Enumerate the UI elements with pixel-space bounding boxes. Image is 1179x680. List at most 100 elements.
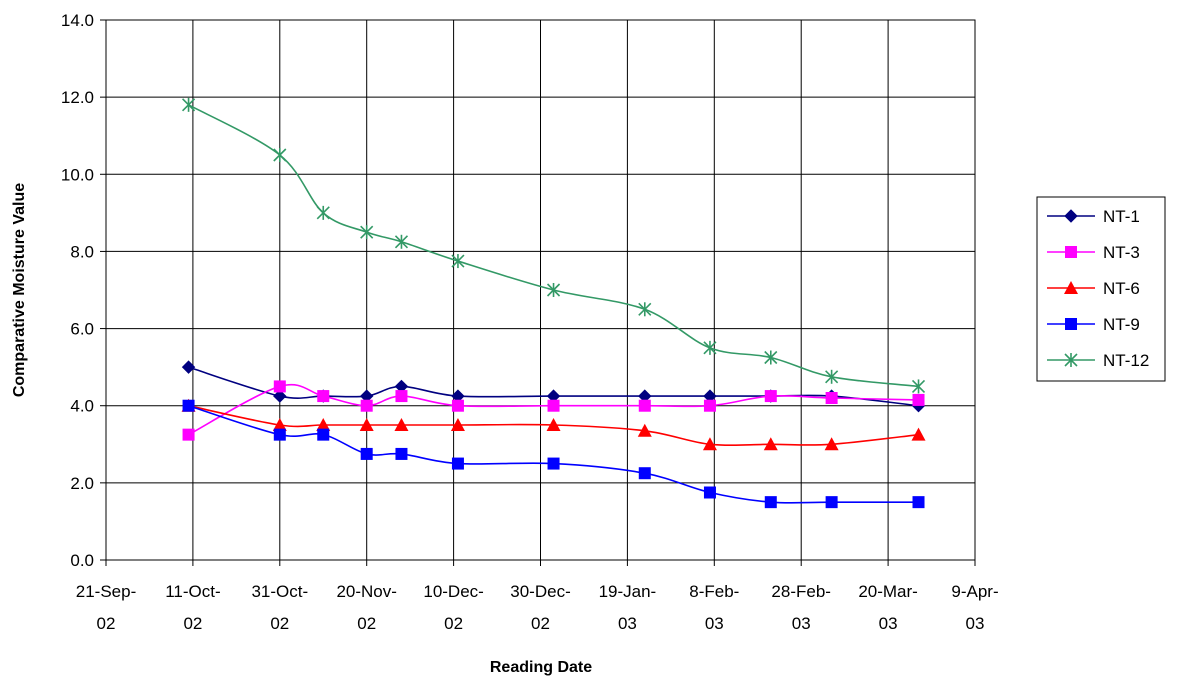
series-nt-9 [182, 399, 925, 509]
x-axis-title: Reading Date [490, 659, 592, 676]
legend-marker-nt-3 [1065, 246, 1077, 258]
legend-marker-nt-6 [1064, 281, 1078, 294]
y-tick-label: 12.0 [61, 88, 94, 107]
x-tick-label: 19-Jan- [599, 582, 657, 601]
y-tick-label: 2.0 [70, 474, 94, 493]
data-point-nt-12 [316, 205, 330, 220]
data-point-nt-3 [360, 399, 373, 412]
x-tick-label: 10-Dec- [423, 582, 483, 601]
data-point-nt-3 [638, 399, 651, 412]
data-point-nt-3 [547, 399, 560, 412]
data-point-nt-9 [360, 447, 373, 460]
x-tick-label: 03 [966, 614, 985, 633]
data-point-nt-6 [450, 418, 465, 431]
data-point-nt-12 [546, 283, 561, 297]
data-point-nt-9 [182, 399, 195, 412]
data-point-nt-6 [394, 418, 409, 431]
data-point-nt-12 [181, 97, 196, 112]
series-nt-6 [181, 398, 926, 451]
data-point-nt-6 [316, 418, 331, 431]
data-point-nt-12 [360, 225, 374, 240]
series-group [181, 97, 926, 509]
x-tick-label: 11-Oct- [165, 582, 220, 601]
x-tick-label: 02 [270, 614, 289, 633]
x-tick-label: 02 [97, 614, 116, 633]
y-tick-label: 4.0 [70, 397, 94, 416]
data-point-nt-1 [273, 389, 287, 403]
data-point-nt-6 [702, 437, 717, 451]
legend-item-nt-9: NT-9 [1047, 315, 1140, 334]
legend-label-nt-9: NT-9 [1103, 315, 1140, 334]
data-point-nt-12 [273, 148, 287, 162]
data-point-nt-3 [395, 390, 408, 403]
data-point-nt-12 [911, 379, 926, 394]
x-tick-label: 02 [357, 614, 376, 633]
x-tick-label: 20-Nov- [336, 582, 396, 601]
x-tick-label: 03 [879, 614, 898, 633]
y-tick-label: 0.0 [70, 551, 94, 570]
x-tick-label: 20-Mar- [858, 582, 918, 601]
data-point-nt-3 [273, 380, 286, 393]
y-tick-label: 8.0 [70, 242, 94, 261]
data-point-nt-3 [912, 393, 925, 406]
legend-marker-nt-1 [1064, 209, 1078, 223]
y-axis-title: Comparative Moisture Value [11, 183, 28, 397]
data-point-nt-9 [273, 428, 286, 441]
data-point-nt-12 [764, 350, 778, 365]
y-tick-label: 14.0 [61, 11, 94, 30]
data-point-nt-6 [359, 418, 374, 431]
series-line-nt-12 [188, 104, 919, 388]
y-tick-label: 6.0 [70, 320, 94, 339]
y-tick-label: 10.0 [61, 165, 94, 184]
data-point-nt-12 [451, 254, 465, 269]
data-point-nt-12 [703, 340, 717, 355]
x-tick-label: 03 [705, 614, 724, 633]
x-tick-label: 03 [792, 614, 811, 633]
x-tick-label: 21-Sep- [76, 582, 136, 601]
data-point-nt-9 [317, 428, 330, 441]
data-point-nt-1 [181, 360, 196, 374]
axes-ticks: 0.0 2.0 4.0 6.0 8.0 10.0 12.0 14.0 21-Sep- 02 11-O… [61, 11, 999, 633]
x-tick-label: 30-Dec- [510, 582, 570, 601]
series-nt-12 [181, 97, 926, 394]
data-point-nt-9 [825, 496, 838, 509]
data-point-nt-12 [638, 302, 652, 317]
data-point-nt-3 [451, 399, 464, 412]
legend-label-nt-12: NT-12 [1103, 351, 1149, 370]
series-line-nt-3 [188, 383, 919, 436]
data-point-nt-9 [395, 447, 408, 460]
legend-box [1036, 196, 1166, 382]
data-point-nt-6 [637, 423, 652, 437]
legend-label-nt-6: NT-6 [1103, 279, 1140, 298]
data-point-nt-9 [451, 457, 464, 470]
legend-item-nt-12: NT-12 [1047, 351, 1149, 370]
x-tick-label: 9-Apr- [951, 582, 998, 601]
legend-marker-nt-12 [1064, 353, 1078, 367]
data-point-nt-9 [638, 467, 651, 480]
data-point-nt-9 [703, 486, 716, 499]
legend-marker-nt-9 [1065, 318, 1077, 330]
data-point-nt-9 [547, 457, 560, 470]
data-point-nt-6 [911, 427, 926, 441]
legend-item-nt-3: NT-3 [1047, 243, 1140, 262]
legend-label-nt-1: NT-1 [1103, 207, 1140, 226]
data-point-nt-12 [394, 234, 409, 249]
data-point-nt-12 [825, 369, 839, 384]
series-line-nt-6 [188, 404, 919, 447]
x-tick-label: 02 [444, 614, 463, 633]
data-point-nt-6 [272, 418, 287, 431]
legend-item-nt-1: NT-1 [1047, 207, 1140, 226]
data-point-nt-3 [182, 428, 195, 441]
x-tick-label: 03 [618, 614, 637, 633]
data-point-nt-9 [764, 496, 777, 509]
legend: NT-1 NT-3 NT-6 NT-9 NT-12 [1036, 196, 1166, 382]
data-point-nt-3 [825, 392, 838, 404]
data-point-nt-3 [764, 390, 777, 403]
data-point-nt-6 [763, 437, 778, 451]
data-point-nt-9 [912, 496, 925, 509]
x-tick-label: 8-Feb- [689, 582, 739, 601]
data-point-nt-3 [317, 390, 330, 403]
legend-label-nt-3: NT-3 [1103, 243, 1140, 262]
x-tick-label: 02 [531, 614, 550, 633]
